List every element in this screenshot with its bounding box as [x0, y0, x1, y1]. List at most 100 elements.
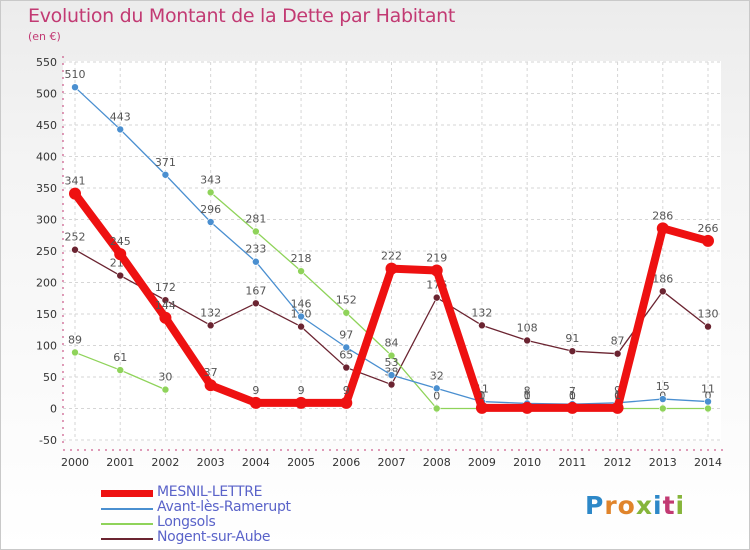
data-label-longsols: 0: [705, 390, 712, 403]
data-label-nogent-sur-aube: 132: [200, 306, 221, 319]
data-point-mesnil-lettre: [611, 401, 624, 414]
data-label-nogent-sur-aube: 87: [611, 335, 625, 348]
x-tick-label: 2002: [151, 456, 179, 469]
legend-label-mesnil-lettre: MESNIL-LETTRE: [157, 484, 263, 500]
x-tick-label: 2000: [61, 456, 89, 469]
data-label-longsols: 89: [68, 333, 82, 346]
y-tick-label: 550: [36, 56, 57, 69]
x-tick-label: 2007: [378, 456, 406, 469]
legend-swatch-mesnil-lettre: [101, 490, 153, 497]
data-label-mesnil-lettre: 9: [298, 384, 305, 397]
data-point-mesnil-lettre: [159, 311, 172, 324]
data-label-longsols: 152: [336, 294, 357, 307]
data-label-avant-l-s-ramerupt: 7: [569, 385, 576, 398]
data-point-nogent-sur-aube: [523, 336, 531, 345]
unit-label: (en €): [28, 30, 61, 43]
data-label-nogent-sur-aube: 186: [652, 272, 673, 285]
data-point-nogent-sur-aube: [568, 347, 577, 355]
data-point-mesnil-lettre: [702, 234, 714, 247]
data-point-avant-l-s-ramerupt: [252, 257, 260, 266]
data-point-nogent-sur-aube: [342, 363, 351, 372]
data-label-avant-l-s-ramerupt: 8: [524, 384, 531, 397]
logo-letter: r: [604, 491, 618, 520]
data-label-mesnil-lettre: 222: [381, 250, 402, 263]
logo-letter: P: [585, 491, 605, 520]
data-point-nogent-sur-aube: [387, 380, 396, 389]
y-tick-label: 400: [36, 151, 57, 164]
data-label-avant-l-s-ramerupt: 53: [385, 356, 399, 369]
data-point-nogent-sur-aube: [71, 245, 79, 254]
data-point-nogent-sur-aube: [658, 287, 667, 296]
y-tick-label: 500: [36, 88, 57, 101]
data-label-mesnil-lettre: 37: [204, 366, 218, 379]
data-label-nogent-sur-aube: 130: [698, 308, 719, 321]
data-point-avant-l-s-ramerupt: [704, 397, 712, 406]
data-label-nogent-sur-aube: 108: [517, 321, 538, 334]
series-line-longsols: [209, 191, 709, 410]
data-point-nogent-sur-aube: [252, 299, 260, 308]
data-label-mesnil-lettre: 144: [155, 299, 176, 312]
data-label-mesnil-lettre: 266: [698, 222, 719, 235]
data-point-nogent-sur-aube: [613, 349, 622, 358]
data-point-avant-l-s-ramerupt: [342, 343, 351, 352]
data-point-longsols: [342, 308, 351, 317]
data-point-longsols: [432, 404, 441, 413]
data-point-longsols: [704, 404, 712, 413]
data-label-longsols: 0: [433, 390, 440, 403]
logo-letter: t: [662, 491, 676, 520]
legend-label-nogent-sur-aube: Nogent-sur-Aube: [157, 529, 271, 545]
data-point-nogent-sur-aube: [478, 321, 486, 330]
y-tick-label: -50: [39, 434, 57, 447]
data-label-avant-l-s-ramerupt: 9: [614, 384, 621, 397]
data-label-mesnil-lettre: 219: [426, 252, 447, 265]
data-label-avant-l-s-ramerupt: 443: [110, 110, 131, 123]
data-label-avant-l-s-ramerupt: 32: [430, 369, 444, 382]
data-point-mesnil-lettre: [204, 379, 217, 392]
y-tick-label: 150: [36, 308, 57, 321]
data-point-mesnil-lettre: [249, 396, 262, 409]
x-tick-label: 2011: [558, 456, 586, 469]
data-point-longsols: [252, 227, 260, 236]
y-tick-label: 100: [36, 340, 57, 353]
legend-swatch-avant-l-s-ramerupt: [101, 508, 153, 510]
data-point-avant-l-s-ramerupt: [297, 312, 305, 321]
y-tick-label: 50: [43, 371, 57, 384]
data-point-longsols: [206, 188, 215, 197]
y-tick-label: 0: [50, 403, 57, 416]
x-tick-label: 2006: [332, 456, 360, 469]
y-tick-label: 200: [36, 277, 57, 290]
logo-letter: i: [653, 491, 663, 520]
data-label-longsols: 84: [385, 337, 399, 350]
data-label-avant-l-s-ramerupt: 15: [656, 380, 670, 393]
x-tick-label: 2005: [287, 456, 315, 469]
data-label-avant-l-s-ramerupt: 11: [701, 383, 715, 396]
proxiti-logo: Proxiti: [585, 491, 685, 520]
x-tick-label: 2013: [649, 456, 677, 469]
data-label-avant-l-s-ramerupt: 146: [291, 298, 312, 311]
data-label-avant-l-s-ramerupt: 97: [339, 328, 353, 341]
data-label-avant-l-s-ramerupt: 233: [245, 243, 266, 256]
data-label-longsols: 0: [569, 390, 576, 403]
x-tick-label: 2001: [106, 456, 134, 469]
data-point-avant-l-s-ramerupt: [387, 371, 396, 379]
data-point-nogent-sur-aube: [432, 293, 441, 302]
logo-letter: x: [635, 491, 653, 520]
data-label-nogent-sur-aube: 132: [471, 306, 492, 319]
data-point-mesnil-lettre: [656, 222, 669, 235]
data-label-mesnil-lettre: 1: [478, 389, 485, 402]
data-label-mesnil-lettre: 1: [569, 389, 576, 402]
data-point-avant-l-s-ramerupt: [206, 218, 215, 226]
data-point-mesnil-lettre: [295, 396, 308, 409]
data-label-mesnil-lettre: 9: [252, 384, 259, 397]
data-label-avant-l-s-ramerupt: 510: [65, 68, 86, 81]
data-point-longsols: [161, 385, 170, 394]
data-point-nogent-sur-aube: [116, 271, 125, 280]
data-point-mesnil-lettre: [114, 248, 127, 261]
data-point-nogent-sur-aube: [704, 322, 712, 331]
x-tick-label: 2014: [694, 456, 722, 469]
x-tick-label: 2003: [197, 456, 225, 469]
data-point-avant-l-s-ramerupt: [71, 83, 79, 91]
data-point-mesnil-lettre: [521, 401, 534, 414]
